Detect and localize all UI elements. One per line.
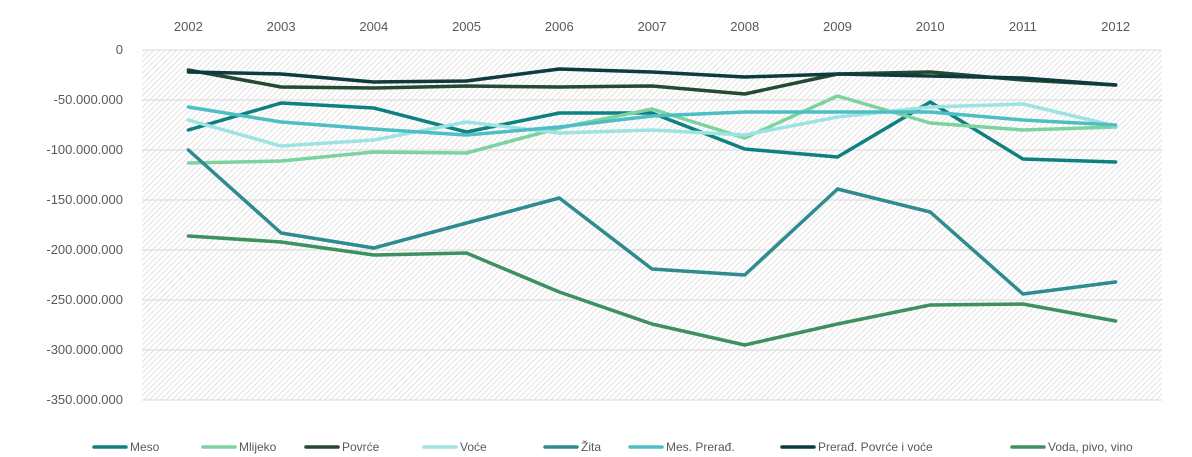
series-line-3 <box>186 102 1118 148</box>
x-tick-label: 2003 <box>267 19 296 34</box>
y-tick-label: -150.000.000 <box>46 192 123 207</box>
legend-label: Prerađ. Povrće i voće <box>818 440 933 454</box>
x-tick-label: 2011 <box>1009 19 1037 34</box>
series-line-1 <box>186 94 1118 165</box>
legend-label: Meso <box>130 440 160 454</box>
series-line-4 <box>186 148 1118 296</box>
y-tick-label: -250.000.000 <box>46 292 123 307</box>
y-tick-label: -350.000.000 <box>46 392 123 407</box>
legend-label: Mlijeko <box>239 440 277 454</box>
series-line-5 <box>186 105 1118 137</box>
y-tick-label: -100.000.000 <box>46 142 123 157</box>
x-tick-label: 2006 <box>545 19 574 34</box>
legend: Meso Mlijeko Povrće Voće Žita Mes. Prerađ. Pre… <box>92 439 1133 454</box>
series-lines <box>186 67 1118 347</box>
legend-label: Voće <box>460 440 487 454</box>
x-tick-label: 2005 <box>452 19 481 34</box>
legend-label: Povrće <box>342 440 380 454</box>
y-tick-label: -200.000.000 <box>46 242 123 257</box>
x-tick-label: 2009 <box>823 19 852 34</box>
series-line-0 <box>186 100 1118 164</box>
series-line-6 <box>186 67 1118 87</box>
y-tick-label: -300.000.000 <box>46 342 123 357</box>
gridlines <box>142 49 1162 401</box>
series-line-7 <box>186 234 1118 347</box>
x-axis: 2002 2003 2004 2005 2006 2007 2008 2009 2010 2011… <box>174 19 1130 34</box>
x-tick-label: 2012 <box>1101 19 1130 34</box>
y-axis: 0 -50.000.000 -100.000.000 -150.000.000 -200… <box>46 42 123 407</box>
y-tick-label: 0 <box>116 42 123 57</box>
x-tick-label: 2007 <box>638 19 667 34</box>
x-tick-label: 2010 <box>916 19 945 34</box>
legend-label: Žita <box>581 439 601 454</box>
x-tick-label: 2002 <box>174 19 203 34</box>
legend-label: Mes. Prerađ. <box>666 440 735 454</box>
x-tick-label: 2004 <box>359 19 388 34</box>
x-tick-label: 2008 <box>730 19 759 34</box>
y-tick-label: -50.000.000 <box>54 92 123 107</box>
series-line-2 <box>186 68 1118 96</box>
legend-label: Voda, pivo, vino <box>1048 440 1133 454</box>
